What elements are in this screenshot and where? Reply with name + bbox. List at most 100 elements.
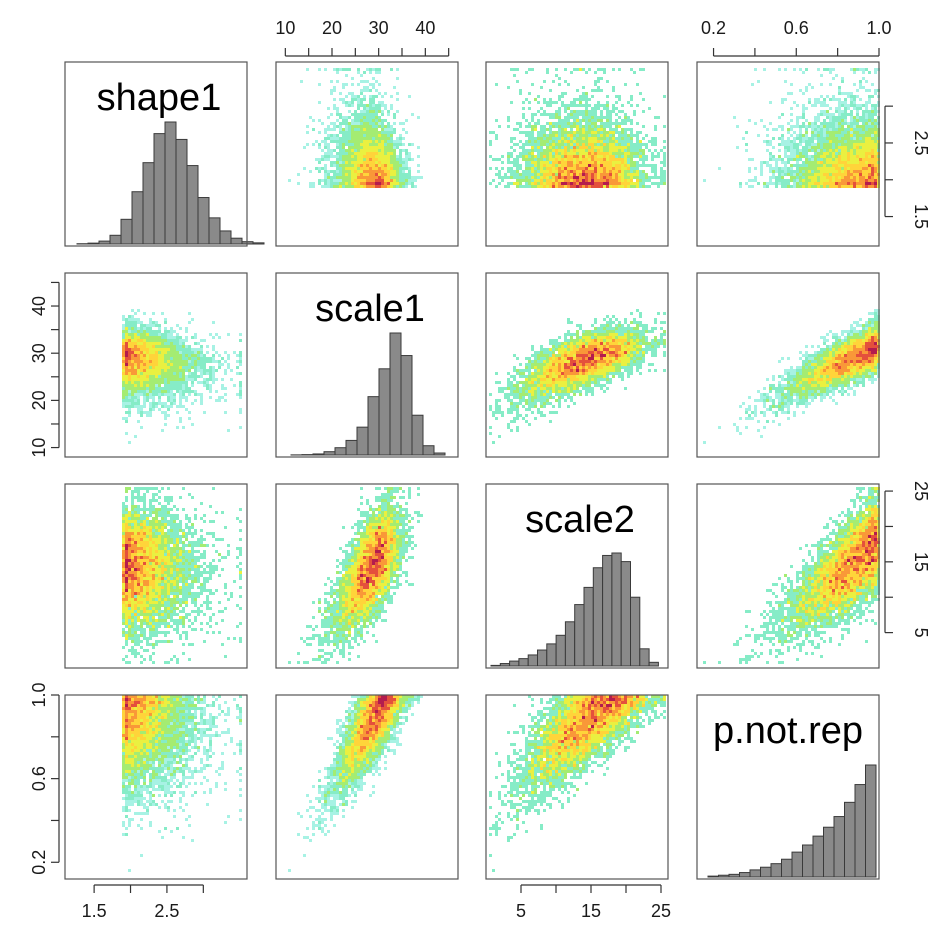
- density-cell: [841, 173, 844, 176]
- density-cell: [125, 432, 128, 435]
- density-cell: [621, 173, 624, 176]
- density-cell: [182, 351, 185, 354]
- density-cell: [149, 402, 152, 405]
- density-cell: [381, 128, 384, 131]
- density-cell: [790, 164, 793, 167]
- density-cell: [122, 360, 125, 363]
- density-cell: [606, 113, 609, 116]
- density-cell: [393, 167, 396, 170]
- density-cell: [591, 351, 594, 354]
- density-cell: [844, 152, 847, 155]
- density-cell: [158, 393, 161, 396]
- density-cell: [173, 372, 176, 375]
- density-cell: [134, 354, 137, 357]
- density-cell: [516, 357, 519, 360]
- density-cell: [588, 345, 591, 348]
- density-cell: [372, 140, 375, 143]
- density-cell: [585, 134, 588, 137]
- density-cell: [820, 185, 823, 188]
- density-cell: [327, 137, 330, 140]
- density-cell: [865, 155, 868, 158]
- density-cell: [838, 110, 841, 113]
- density-cell: [835, 342, 838, 345]
- density-cell: [609, 185, 612, 188]
- density-cell: [546, 158, 549, 161]
- density-cell: [390, 149, 393, 152]
- histogram-bar: [378, 368, 391, 456]
- density-cell: [621, 324, 624, 327]
- density-cell: [603, 182, 606, 185]
- density-cell: [754, 179, 757, 182]
- density-cell: [630, 330, 633, 333]
- density-cell: [408, 173, 411, 176]
- density-cell: [330, 80, 333, 83]
- density-cell: [543, 125, 546, 128]
- density-cell: [128, 378, 131, 381]
- density-cell: [525, 134, 528, 137]
- density-cell: [191, 372, 194, 375]
- density-cell: [170, 369, 173, 372]
- density-cell: [594, 137, 597, 140]
- density-cell: [868, 119, 871, 122]
- density-cell: [627, 333, 630, 336]
- density-cell: [606, 315, 609, 318]
- density-cell: [360, 179, 363, 182]
- density-cell: [555, 357, 558, 360]
- density-cell: [399, 179, 402, 182]
- density-cell: [540, 366, 543, 369]
- density-cell: [357, 143, 360, 146]
- density-cell: [173, 366, 176, 369]
- density-cell: [158, 351, 161, 354]
- density-cell: [354, 143, 357, 146]
- density-cell: [630, 134, 633, 137]
- density-cell: [817, 131, 820, 134]
- density-cell: [146, 345, 149, 348]
- density-cell: [874, 176, 877, 179]
- density-cell: [606, 357, 609, 360]
- density-cell: [161, 354, 164, 357]
- density-cell: [651, 170, 654, 173]
- density-cell: [543, 378, 546, 381]
- density-cell: [805, 161, 808, 164]
- density-cell: [588, 336, 591, 339]
- density-cell: [206, 357, 209, 360]
- density-cell: [390, 137, 393, 140]
- density-cell: [345, 74, 348, 77]
- density-cell: [134, 351, 137, 354]
- density-cell: [339, 149, 342, 152]
- density-cell: [333, 149, 336, 152]
- density-cell: [312, 128, 315, 131]
- density-cell: [844, 182, 847, 185]
- density-cell: [573, 378, 576, 381]
- density-cell: [167, 399, 170, 402]
- density-cell: [540, 113, 543, 116]
- density-cell: [579, 324, 582, 327]
- density-cell: [600, 330, 603, 333]
- density-cell: [874, 170, 877, 173]
- density-cell: [603, 372, 606, 375]
- density-cell: [567, 104, 570, 107]
- density-cell: [615, 185, 618, 188]
- density-cell: [155, 369, 158, 372]
- density-cell: [513, 420, 516, 423]
- density-cell: [146, 330, 149, 333]
- density-cell: [351, 119, 354, 122]
- density-cell: [549, 402, 552, 405]
- density-cell: [564, 110, 567, 113]
- density-cell: [552, 387, 555, 390]
- density-cell: [814, 152, 817, 155]
- density-cell: [871, 161, 874, 164]
- density-cell: [639, 146, 642, 149]
- density-cell: [194, 342, 197, 345]
- density-cell: [552, 179, 555, 182]
- density-cell: [546, 143, 549, 146]
- density-cell: [585, 372, 588, 375]
- density-cell: [152, 393, 155, 396]
- density-cell: [360, 167, 363, 170]
- density-cell: [832, 137, 835, 140]
- density-cell: [519, 92, 522, 95]
- density-cell: [170, 348, 173, 351]
- density-cell: [802, 134, 805, 137]
- density-cell: [567, 360, 570, 363]
- density-cell: [874, 336, 877, 339]
